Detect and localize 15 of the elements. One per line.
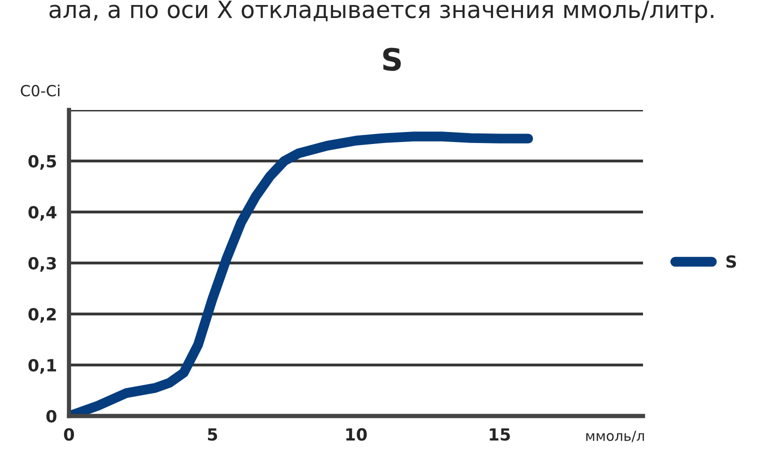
y-tick-label: 0	[46, 410, 56, 423]
legend-label: S	[726, 255, 736, 268]
x-tick-label: 5	[208, 428, 218, 441]
y-tick-label: 0,1	[28, 358, 56, 374]
y-tick-label: 0,3	[28, 256, 56, 272]
y-tick-label: 0,4	[28, 206, 56, 221]
x-tick-label: 15	[490, 428, 510, 441]
text: ала, а по оси X откладывается значения ммоль/литр.	[49, 0, 714, 23]
y-tick-label: 0,2	[28, 308, 56, 323]
x-tick-label: 0	[64, 428, 74, 441]
x-axis-title: ммоль/л	[586, 430, 644, 442]
y-tick-label: 0,5	[28, 154, 56, 170]
x-tick-label: 10	[346, 428, 367, 441]
y-axis-title: C0-Ci	[20, 84, 60, 96]
chart-title: S	[383, 48, 401, 71]
